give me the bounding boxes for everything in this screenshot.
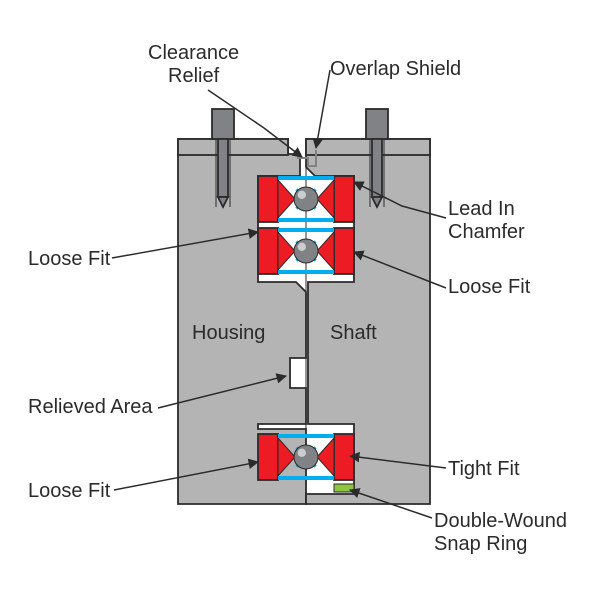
lead-in-chamfer-label: Lead In Chamfer: [448, 198, 525, 244]
relieved-area-label: Relieved Area: [28, 396, 153, 419]
loose-fit-tl-label: Loose Fit: [28, 248, 110, 271]
tight-fit-label: Tight Fit: [448, 458, 520, 481]
snap-ring-label-label: Double-Wound Snap Ring: [434, 510, 567, 556]
clearance-relief-label: Clearance Relief: [148, 42, 239, 88]
shaft-label: Shaft: [330, 322, 377, 345]
overlap-shield-label: Overlap Shield: [330, 58, 461, 81]
loose-fit-tr-label: Loose Fit: [448, 276, 530, 299]
loose-fit-bl-label: Loose Fit: [28, 480, 110, 503]
housing-label: Housing: [192, 322, 265, 345]
